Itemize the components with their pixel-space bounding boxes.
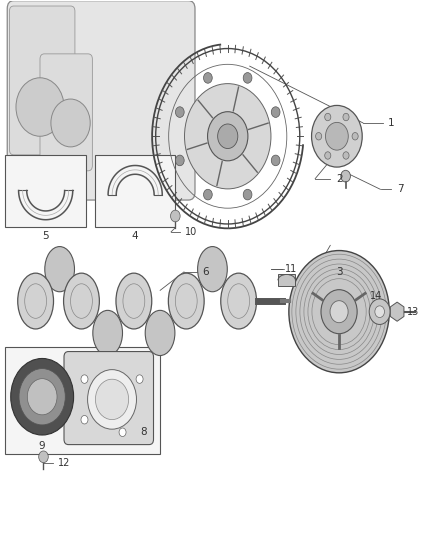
Bar — [278, 274, 295, 286]
Circle shape — [95, 379, 129, 419]
Text: 10: 10 — [184, 227, 197, 237]
Circle shape — [16, 78, 64, 136]
Circle shape — [184, 84, 271, 189]
Circle shape — [119, 428, 126, 437]
Circle shape — [204, 72, 212, 83]
Circle shape — [352, 133, 358, 140]
Circle shape — [176, 155, 184, 166]
Circle shape — [325, 152, 331, 159]
Ellipse shape — [18, 273, 53, 329]
Text: 7: 7 — [397, 184, 403, 195]
Circle shape — [311, 106, 362, 167]
Circle shape — [289, 251, 389, 373]
Text: 5: 5 — [42, 231, 49, 241]
Circle shape — [176, 107, 184, 117]
Ellipse shape — [45, 247, 74, 292]
Ellipse shape — [168, 273, 204, 329]
Circle shape — [316, 133, 321, 140]
Text: 13: 13 — [407, 306, 420, 317]
Circle shape — [325, 123, 348, 150]
Bar — [5, 348, 160, 454]
Circle shape — [369, 299, 390, 325]
FancyBboxPatch shape — [40, 54, 92, 171]
Circle shape — [204, 189, 212, 200]
Ellipse shape — [145, 310, 175, 356]
Text: 11: 11 — [285, 264, 297, 274]
Text: 1: 1 — [388, 118, 395, 128]
Circle shape — [88, 369, 137, 429]
Bar — [95, 155, 175, 227]
Circle shape — [341, 170, 350, 182]
FancyBboxPatch shape — [7, 1, 195, 200]
Circle shape — [321, 289, 357, 334]
Text: 14: 14 — [370, 290, 382, 301]
Circle shape — [27, 378, 57, 415]
Circle shape — [208, 112, 248, 161]
Text: 9: 9 — [39, 441, 46, 451]
Text: 3: 3 — [336, 267, 343, 277]
Polygon shape — [390, 302, 404, 321]
Text: 6: 6 — [203, 267, 209, 277]
Circle shape — [11, 359, 74, 435]
Circle shape — [243, 189, 252, 200]
Circle shape — [330, 301, 348, 322]
Circle shape — [39, 451, 48, 463]
Ellipse shape — [221, 273, 257, 329]
Text: 2: 2 — [336, 174, 343, 184]
Circle shape — [19, 368, 65, 425]
Circle shape — [271, 107, 280, 117]
Circle shape — [271, 155, 280, 166]
Ellipse shape — [64, 273, 99, 329]
Circle shape — [343, 152, 349, 159]
FancyBboxPatch shape — [10, 6, 75, 155]
Text: 8: 8 — [141, 427, 147, 438]
Circle shape — [343, 114, 349, 121]
Circle shape — [325, 114, 331, 121]
Circle shape — [375, 306, 385, 318]
Bar — [5, 155, 86, 227]
Circle shape — [136, 375, 143, 383]
FancyBboxPatch shape — [64, 352, 153, 445]
Ellipse shape — [93, 310, 123, 356]
Text: 4: 4 — [132, 231, 138, 241]
Circle shape — [81, 375, 88, 383]
Circle shape — [243, 72, 252, 83]
Circle shape — [51, 99, 90, 147]
Circle shape — [81, 415, 88, 424]
Ellipse shape — [116, 273, 152, 329]
Text: 12: 12 — [58, 458, 70, 468]
Ellipse shape — [198, 247, 227, 292]
Circle shape — [170, 210, 180, 222]
Circle shape — [218, 124, 238, 149]
